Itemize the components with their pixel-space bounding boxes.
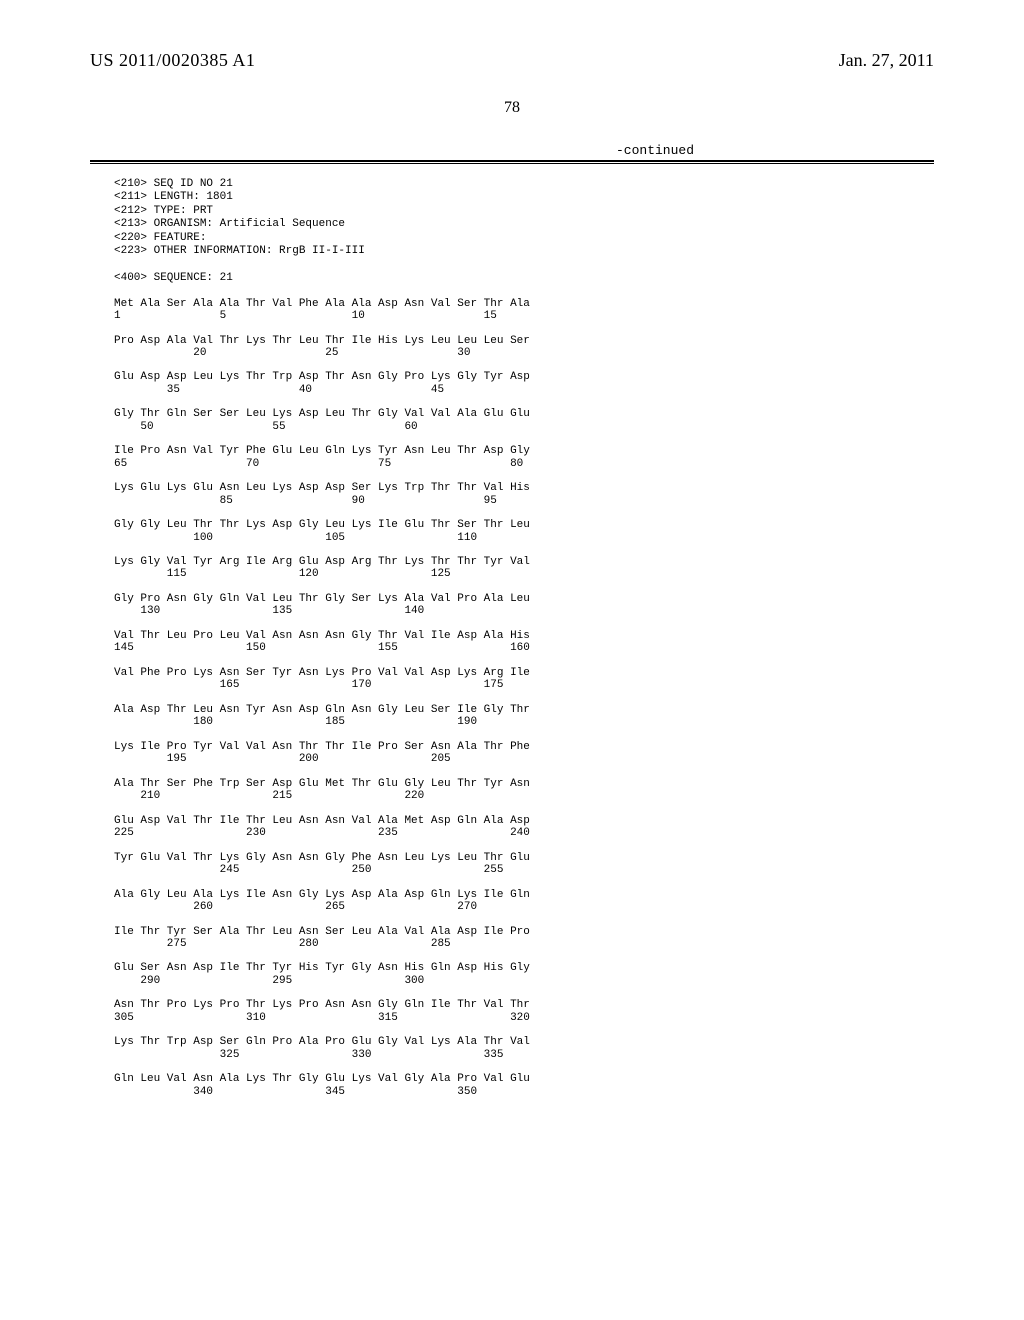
meta-sequence: <400> SEQUENCE: 21 <box>114 272 934 285</box>
page-number: 78 <box>90 99 934 117</box>
publication-date: Jan. 27, 2011 <box>839 50 934 71</box>
sequence-listing: Met Ala Ser Ala Ala Thr Val Phe Ala Ala … <box>114 285 934 1110</box>
header: US 2011/0020385 A1 Jan. 27, 2011 <box>90 50 934 71</box>
meta-organism: <213> ORGANISM: Artificial Sequence <box>114 218 934 231</box>
meta-type: <212> TYPE: PRT <box>114 205 934 218</box>
meta-other-info: <223> OTHER INFORMATION: RrgB II-I-III <box>114 245 934 258</box>
meta-blank <box>114 258 934 271</box>
meta-seq-id: <210> SEQ ID NO 21 <box>114 178 934 191</box>
divider-thick <box>90 160 934 162</box>
meta-feature: <220> FEATURE: <box>114 232 934 245</box>
continued-label: -continued <box>90 143 934 158</box>
publication-number: US 2011/0020385 A1 <box>90 50 255 71</box>
meta-length: <211> LENGTH: 1801 <box>114 191 934 204</box>
sequence-metadata: <210> SEQ ID NO 21 <211> LENGTH: 1801 <2… <box>90 178 934 285</box>
page-container: US 2011/0020385 A1 Jan. 27, 2011 78 -con… <box>0 0 1024 1320</box>
divider-thin <box>90 163 934 164</box>
